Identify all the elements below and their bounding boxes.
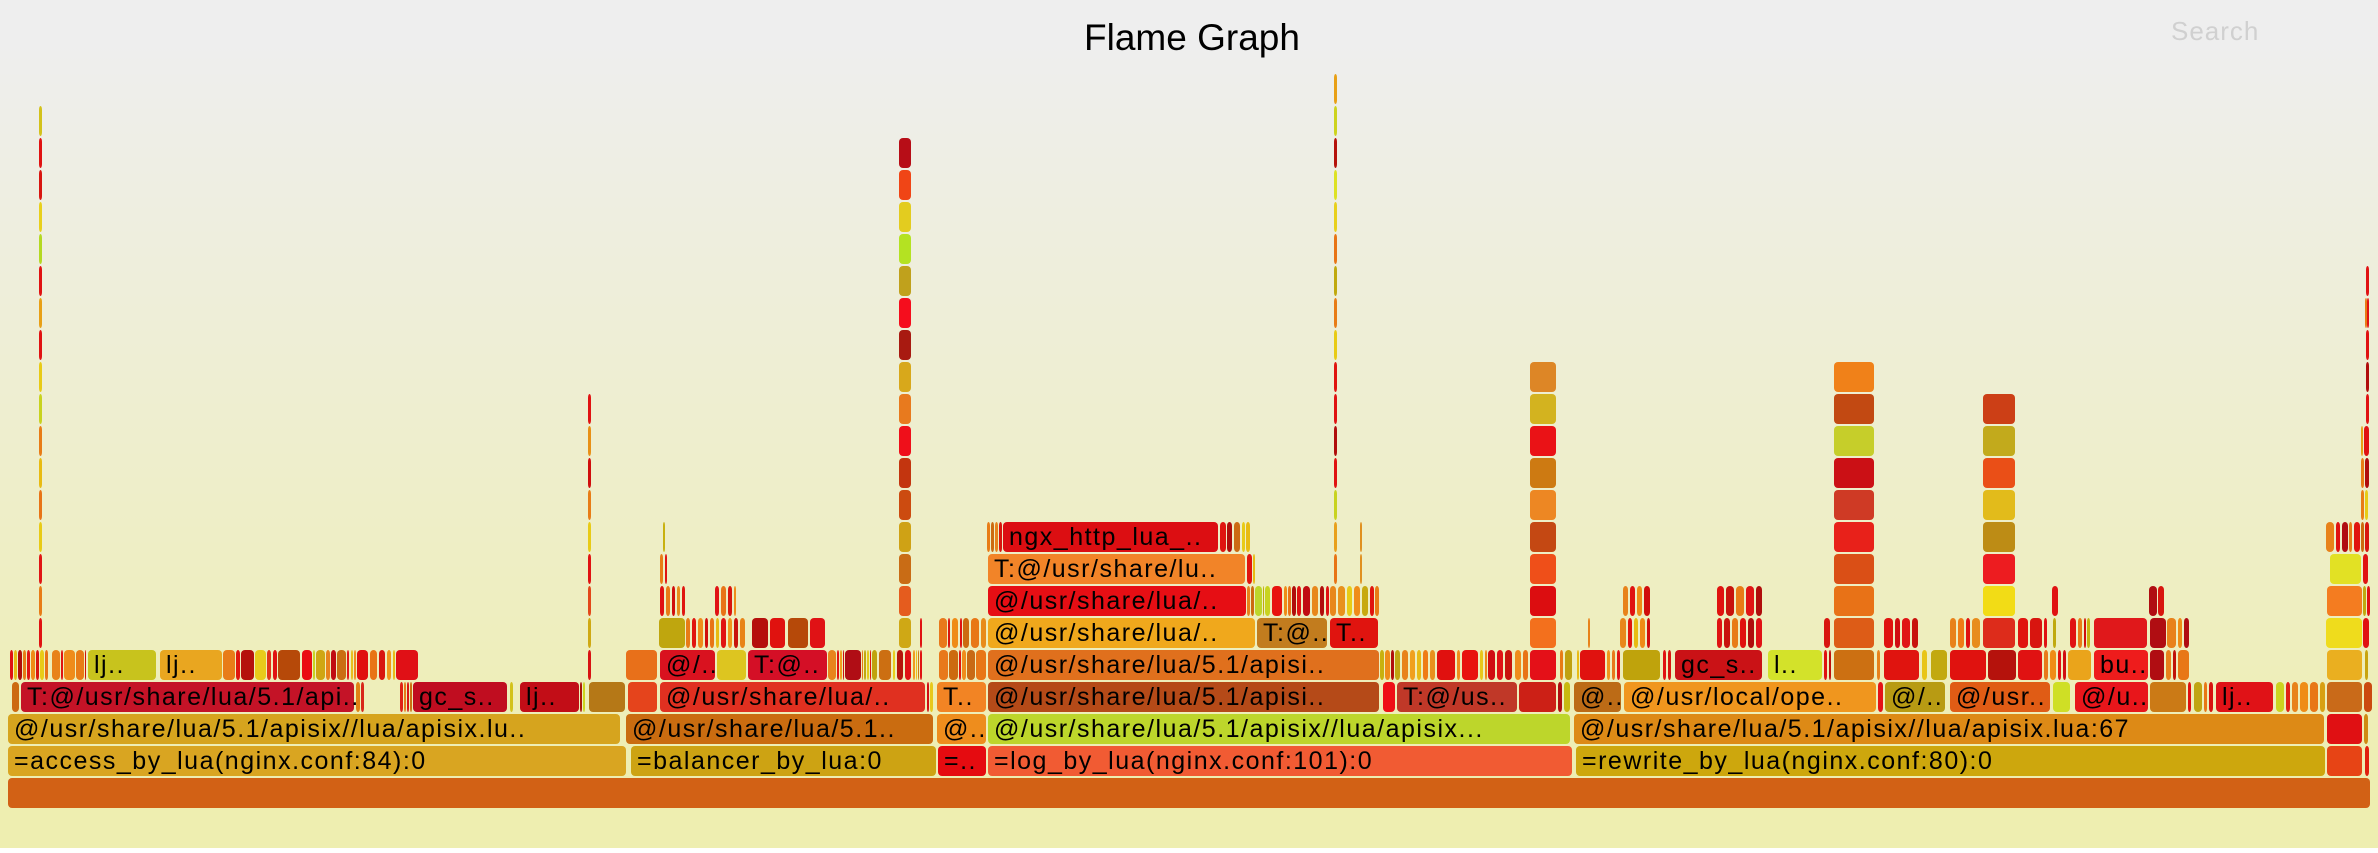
svg-text:T:@..: T:@.. <box>1263 619 1329 647</box>
svg-text:gc_s..: gc_s.. <box>1681 651 1757 679</box>
svg-text:ngx_http_lua_..: ngx_http_lua_.. <box>1009 523 1202 551</box>
svg-text:@/usr/share/lua/5.1/apisix//lu: @/usr/share/lua/5.1/apisix//lua/apisix..… <box>994 715 1484 743</box>
svg-text:T..: T.. <box>943 683 974 711</box>
svg-text:bu..: bu.. <box>2100 651 2148 679</box>
svg-text:T:@..: T:@.. <box>754 651 820 679</box>
svg-text:@/u..: @/u.. <box>2081 683 2149 711</box>
svg-text:@/..: @/.. <box>666 651 718 679</box>
svg-text:@/usr/local/ope..: @/usr/local/ope.. <box>1630 683 1843 711</box>
svg-text:=..: =.. <box>944 747 977 775</box>
svg-text:Search: Search <box>2171 16 2259 46</box>
svg-text:@/usr/share/lua/5.1/apisix//lu: @/usr/share/lua/5.1/apisix//lua/apisix.l… <box>1580 715 2130 743</box>
svg-text:@/usr/share/lua/..: @/usr/share/lua/.. <box>994 619 1219 647</box>
svg-text:lj..: lj.. <box>526 683 557 711</box>
svg-text:=rewrite_by_lua(nginx.conf:80): =rewrite_by_lua(nginx.conf:80):0 <box>1582 747 1993 775</box>
svg-text:@/usr/share/lua/5.1/apisi..: @/usr/share/lua/5.1/apisi.. <box>994 683 1325 711</box>
svg-text:@/usr/share/lua/..: @/usr/share/lua/.. <box>994 587 1219 615</box>
svg-text:T..: T.. <box>1336 619 1367 647</box>
svg-text:@..: @.. <box>943 715 987 743</box>
svg-text:@..: @.. <box>1580 683 1624 711</box>
svg-text:Flame Graph: Flame Graph <box>1084 17 1300 58</box>
svg-text:=access_by_lua(nginx.conf:84):: =access_by_lua(nginx.conf:84):0 <box>14 747 427 775</box>
svg-text:@/usr/share/lua/5.1/apisix//lu: @/usr/share/lua/5.1/apisix//lua/apisix.l… <box>14 715 526 743</box>
svg-text:lj..: lj.. <box>2222 683 2253 711</box>
svg-text:@/usr/share/lua/5.1..: @/usr/share/lua/5.1.. <box>632 715 896 743</box>
svg-text:lj..: lj.. <box>94 651 125 679</box>
svg-text:=log_by_lua(nginx.conf:101):0: =log_by_lua(nginx.conf:101):0 <box>994 747 1373 775</box>
svg-text:l..: l.. <box>1774 651 1798 679</box>
svg-text:T:@/usr/share/lua/5.1/api..: T:@/usr/share/lua/5.1/api.. <box>27 683 360 711</box>
svg-text:@/usr/share/lua/5.1/apisi..: @/usr/share/lua/5.1/apisi.. <box>994 651 1325 679</box>
svg-text:T:@/us..: T:@/us.. <box>1403 683 1507 711</box>
svg-text:@/usr/share/lua/..: @/usr/share/lua/.. <box>666 683 891 711</box>
svg-text:T:@/usr/share/lu..: T:@/usr/share/lu.. <box>994 555 1217 583</box>
svg-text:@/usr..: @/usr.. <box>1956 683 2046 711</box>
svg-text:lj..: lj.. <box>166 651 197 679</box>
svg-text:gc_s..: gc_s.. <box>419 683 495 711</box>
svg-text:=balancer_by_lua:0: =balancer_by_lua:0 <box>637 747 883 775</box>
svg-text:@/..: @/.. <box>1891 683 1943 711</box>
